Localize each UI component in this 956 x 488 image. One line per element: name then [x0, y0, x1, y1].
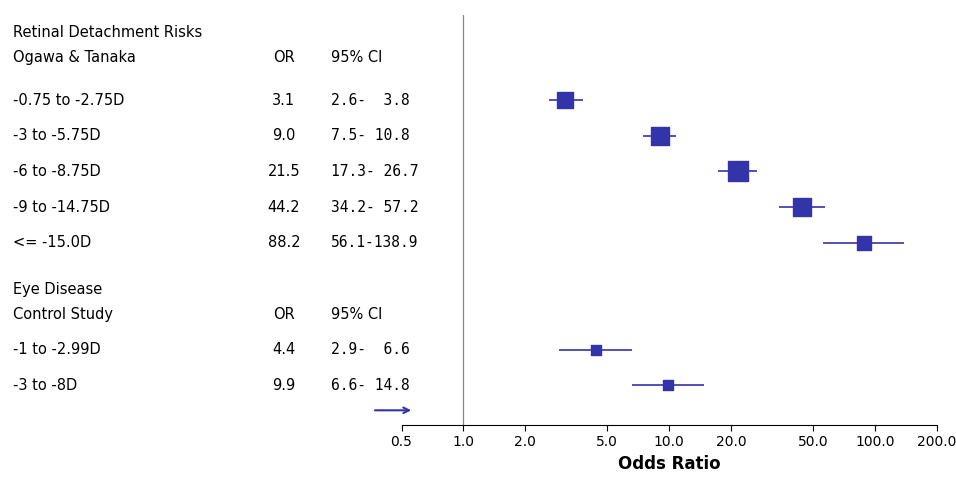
Text: -1 to -2.99D: -1 to -2.99D: [13, 342, 101, 357]
Text: OR: OR: [273, 306, 294, 322]
Point: [730, 167, 746, 175]
Point: [557, 96, 573, 104]
Text: 21.5: 21.5: [268, 164, 300, 179]
Text: 6.6- 14.8: 6.6- 14.8: [331, 378, 410, 393]
Text: -6 to -8.75D: -6 to -8.75D: [13, 164, 101, 179]
Text: 56.1-138.9: 56.1-138.9: [331, 235, 419, 250]
Text: 9.9: 9.9: [272, 378, 295, 393]
Text: 3.1: 3.1: [272, 93, 295, 108]
Text: 17.3- 26.7: 17.3- 26.7: [331, 164, 419, 179]
Point: [661, 382, 676, 389]
Text: 88.2: 88.2: [268, 235, 300, 250]
Text: 34.2- 57.2: 34.2- 57.2: [331, 200, 419, 215]
Text: Ogawa & Tanaka: Ogawa & Tanaka: [13, 50, 137, 65]
Point: [794, 203, 810, 211]
Text: <= -15.0D: <= -15.0D: [13, 235, 92, 250]
Text: 44.2: 44.2: [268, 200, 300, 215]
Text: 95% CI: 95% CI: [331, 306, 382, 322]
Text: 2.6-  3.8: 2.6- 3.8: [331, 93, 410, 108]
Point: [652, 132, 667, 140]
Text: -9 to -14.75D: -9 to -14.75D: [13, 200, 111, 215]
Text: Eye Disease: Eye Disease: [13, 282, 102, 297]
Text: OR: OR: [273, 50, 294, 65]
Text: 95% CI: 95% CI: [331, 50, 382, 65]
Text: 2.9-  6.6: 2.9- 6.6: [331, 342, 410, 357]
Text: -3 to -5.75D: -3 to -5.75D: [13, 128, 101, 143]
Text: 7.5- 10.8: 7.5- 10.8: [331, 128, 410, 143]
Text: 9.0: 9.0: [272, 128, 295, 143]
Text: Control Study: Control Study: [13, 306, 114, 322]
Point: [856, 239, 871, 246]
Text: 4.4: 4.4: [272, 342, 295, 357]
Text: -0.75 to -2.75D: -0.75 to -2.75D: [13, 93, 125, 108]
Text: -3 to -8D: -3 to -8D: [13, 378, 77, 393]
Text: Retinal Detachment Risks: Retinal Detachment Risks: [13, 25, 203, 40]
Point: [588, 346, 603, 354]
X-axis label: Odds Ratio: Odds Ratio: [618, 454, 721, 472]
